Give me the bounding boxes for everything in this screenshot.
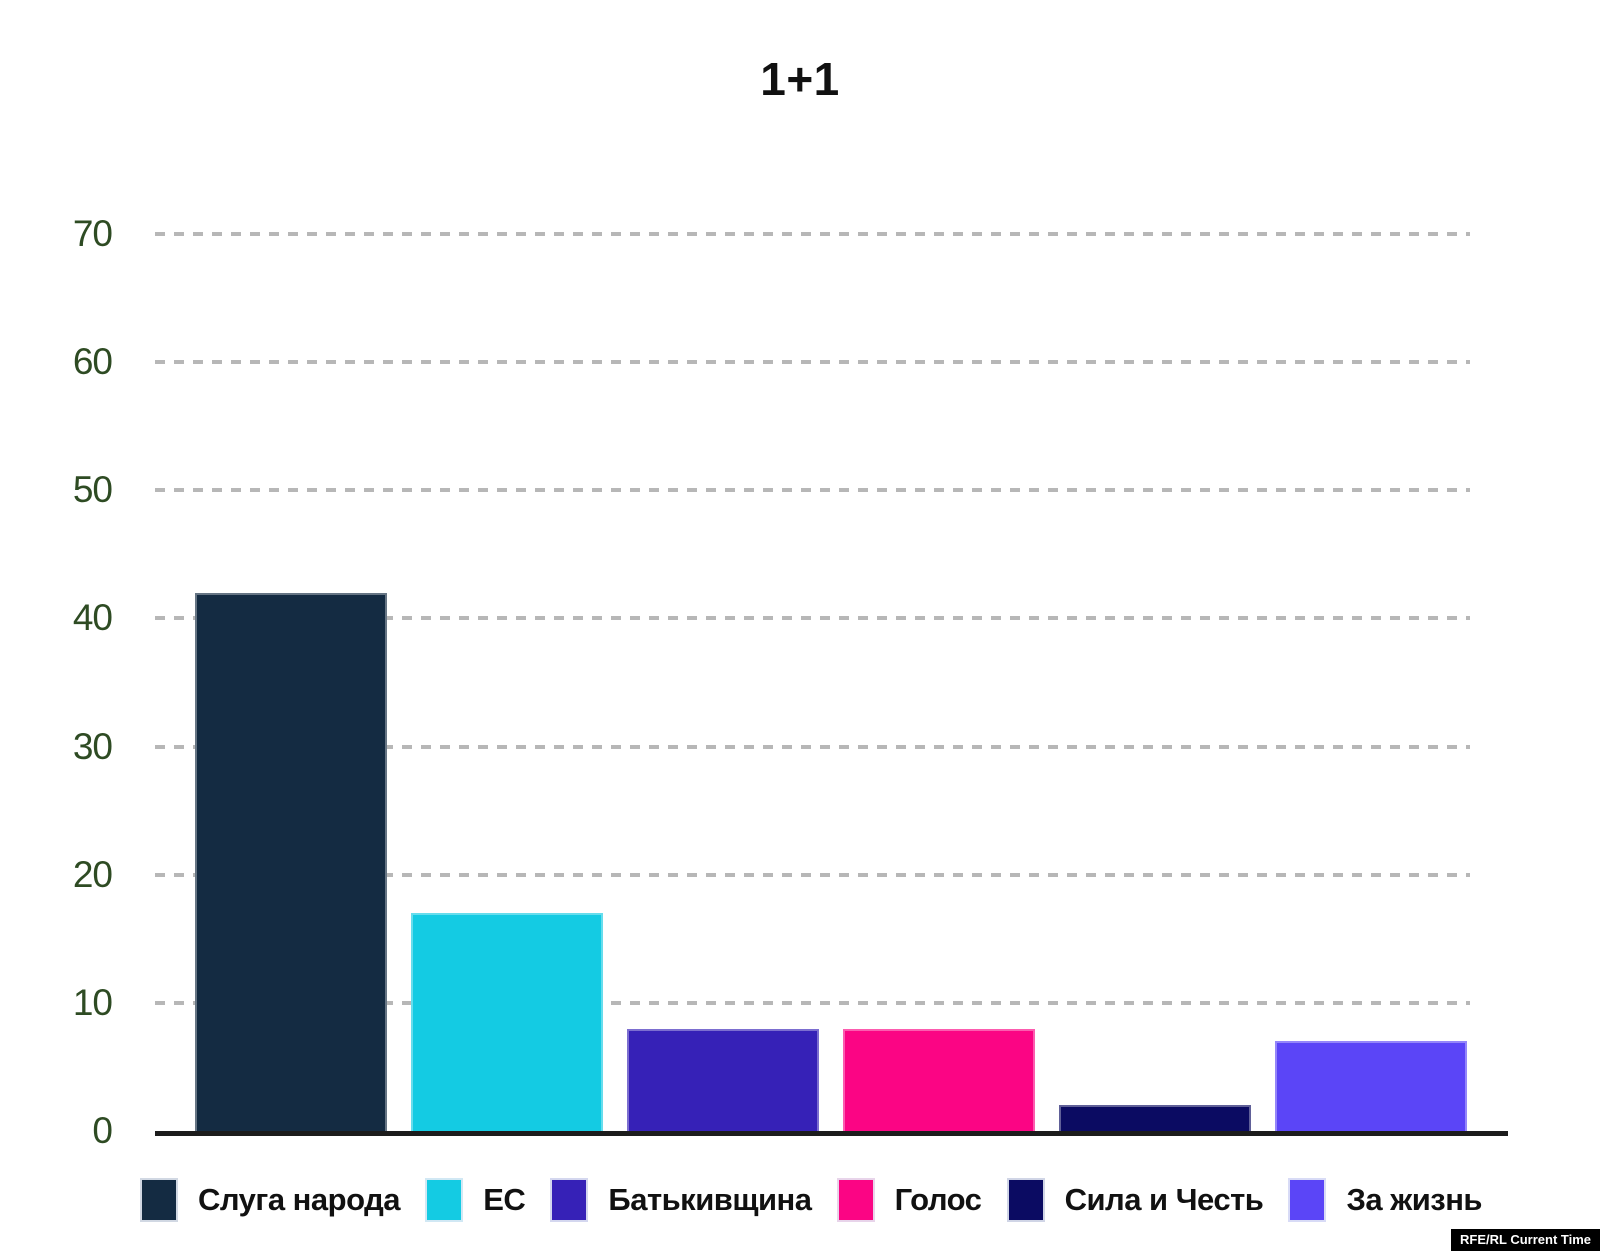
legend-label: Батькивщина [608,1182,812,1217]
legend-label: За жизнь [1346,1182,1482,1217]
y-tick-label-50: 50 [72,469,113,511]
y-tick-label-30: 30 [72,725,113,767]
y-tick-label-20: 20 [72,853,113,895]
y-tick-label-70: 70 [72,213,113,254]
legend-swatch-icon [425,1178,464,1222]
chart-title: 1+1 [760,53,840,105]
watermark-badge: RFE/RL Current Time [1451,1229,1600,1251]
y-tick-label-60: 60 [72,341,113,383]
legend-item-3: Батькивщина [550,1178,812,1222]
bar-3 [627,1028,819,1131]
bar-2 [411,913,603,1131]
legend-label: Слуга народа [198,1182,401,1217]
legend-item-1: Слуга народа [140,1178,401,1222]
legend-label: Голос [894,1182,982,1217]
y-tick-label-40: 40 [72,597,113,639]
x-axis-line [155,1131,1508,1136]
y-tick-label-10: 10 [72,981,113,1023]
legend-swatch-icon [1288,1178,1327,1222]
bar-4 [843,1028,1035,1131]
gridline-60 [155,360,1470,365]
bars-row [155,592,1508,1131]
legend-item-5: Сила и Честь [1006,1178,1264,1222]
legend-label: ЕС [483,1182,526,1217]
legend-label: Сила и Честь [1064,1182,1264,1217]
legend-swatch-icon [140,1178,178,1222]
gridline-50 [155,488,1470,493]
legend-item-2: ЕС [425,1178,526,1222]
gridline-20 [155,872,1470,877]
gridline-40 [155,616,1470,621]
legend-swatch-icon [1006,1178,1045,1222]
legend-item-6: За жизнь [1288,1178,1482,1222]
bar-5 [1059,1105,1251,1131]
gridline-10 [155,1000,1470,1005]
gridline-30 [155,744,1470,749]
legend-item-4: Голос [836,1178,982,1222]
plot-area [155,232,1508,1136]
legend-swatch-icon [550,1178,589,1222]
gridline-70 [155,232,1470,236]
y-tick-label-0: 0 [92,1110,113,1151]
y-axis-tick-labels: 0 10 20 30 40 50 60 70 [48,213,113,1151]
legend-swatch-icon [836,1178,875,1222]
bar-6 [1275,1041,1467,1131]
bar-1 [195,592,387,1131]
legend: Слуга народа ЕС Батькивщина Голос Сила и Чес… [140,1172,1482,1228]
